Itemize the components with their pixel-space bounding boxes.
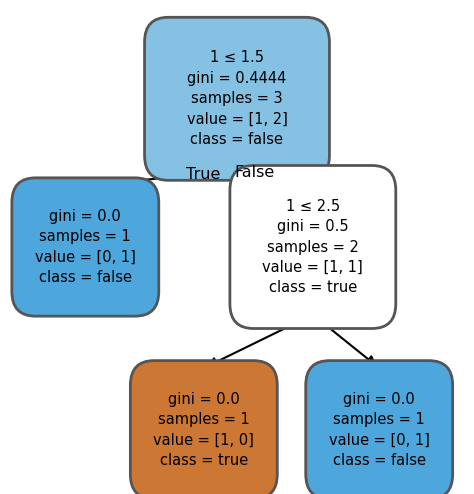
Text: 1 ≤ 2.5
gini = 0.5
samples = 2
value = [1, 1]
class = true: 1 ≤ 2.5 gini = 0.5 samples = 2 value = [… — [263, 199, 363, 295]
FancyBboxPatch shape — [145, 17, 329, 180]
FancyBboxPatch shape — [306, 361, 453, 494]
Text: False: False — [234, 165, 274, 180]
FancyBboxPatch shape — [130, 361, 277, 494]
Text: 1 ≤ 1.5
gini = 0.4444
samples = 3
value = [1, 2]
class = false: 1 ≤ 1.5 gini = 0.4444 samples = 3 value … — [187, 50, 287, 147]
FancyBboxPatch shape — [230, 165, 396, 329]
FancyBboxPatch shape — [12, 178, 159, 316]
Text: gini = 0.0
samples = 1
value = [0, 1]
class = false: gini = 0.0 samples = 1 value = [0, 1] cl… — [329, 392, 429, 468]
Text: gini = 0.0
samples = 1
value = [1, 0]
class = true: gini = 0.0 samples = 1 value = [1, 0] cl… — [154, 392, 254, 468]
Text: True: True — [186, 167, 220, 182]
Text: gini = 0.0
samples = 1
value = [0, 1]
class = false: gini = 0.0 samples = 1 value = [0, 1] cl… — [35, 209, 136, 285]
